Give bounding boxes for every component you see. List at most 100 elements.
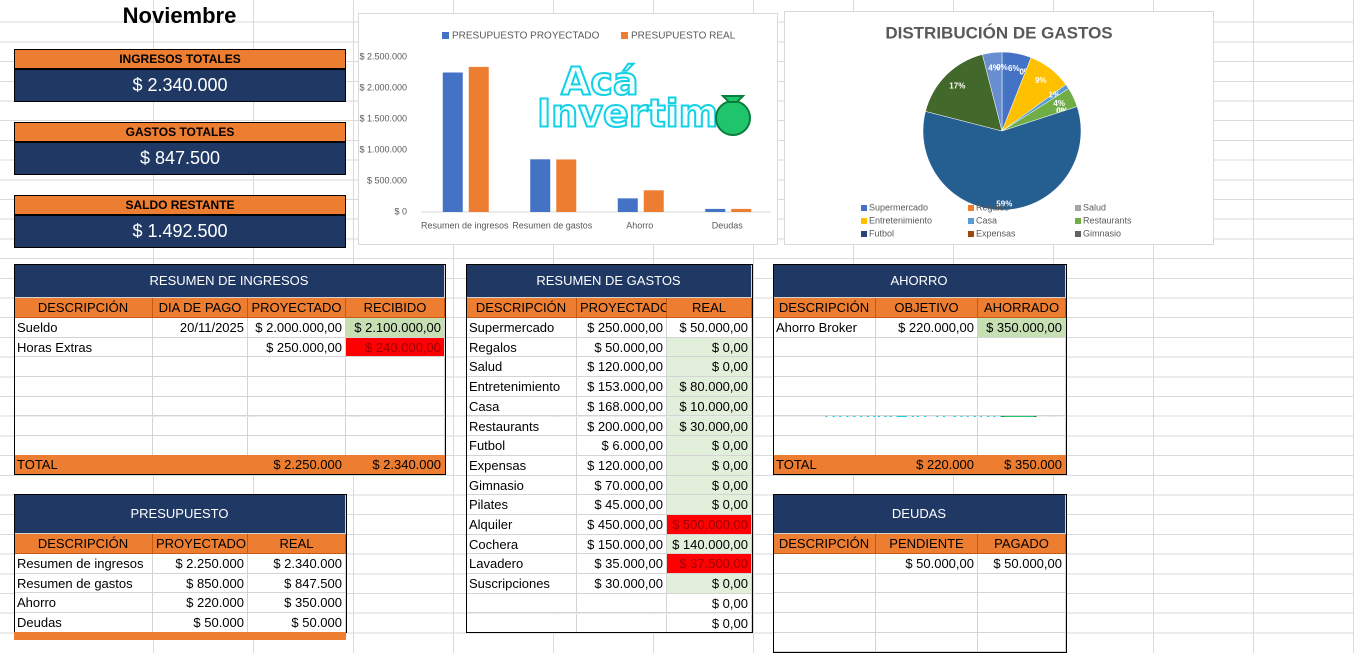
table-cell: Ahorro: [14, 593, 153, 614]
x-tick-label: Deudas: [712, 220, 744, 230]
table-cell: $ 120.000,00: [577, 357, 667, 378]
table-title: PRESUPUESTO: [14, 494, 346, 534]
table-cell-empty: [466, 613, 577, 634]
table-total-empty: [153, 455, 248, 475]
table-total: $ 350.000: [978, 455, 1066, 475]
table-cell: $ 10.000,00: [667, 396, 752, 417]
legend-label: Casa: [976, 215, 997, 225]
table-cell-empty: [773, 357, 876, 378]
table-cell-empty: [346, 416, 445, 437]
bar: [556, 159, 577, 212]
bar: [468, 66, 489, 212]
table-cell: Lavadero: [466, 554, 577, 575]
legend-swatch: [1075, 231, 1081, 237]
table-cell: Pilates: [466, 495, 577, 515]
legend-swatch: [968, 231, 974, 237]
table-cell-empty: [978, 436, 1066, 456]
table-header: DESCRIPCIÓN: [14, 298, 153, 318]
table-cell-empty: [577, 613, 667, 634]
table-cell-empty: [978, 377, 1066, 397]
y-tick-label: $ 1.500.000: [359, 113, 407, 123]
table-cell-empty: [773, 613, 876, 633]
table-cell: Restaurants: [466, 416, 577, 437]
table-cell-empty: [773, 396, 876, 417]
table-cell-empty: [346, 377, 445, 397]
table-cell-empty: [773, 436, 876, 456]
table-header: DESCRIPCIÓN: [773, 534, 876, 554]
table-cell: $ 220.000,00: [876, 318, 978, 338]
table-cell: $ 50.000,00: [876, 554, 978, 574]
table-cell: $ 0,00: [667, 357, 752, 378]
table-cell-empty: [978, 593, 1066, 614]
table-cell-empty: [876, 337, 978, 358]
pie-slice: [922, 106, 1082, 211]
month-title: Noviembre: [122, 3, 237, 28]
data-label: 0%: [1056, 107, 1068, 116]
data-label: 17%: [949, 81, 965, 90]
bar: [731, 208, 752, 212]
data-label: 4%: [988, 63, 1000, 72]
table-cell: 20/11/2025: [153, 318, 248, 338]
table-cell: Horas Extras: [14, 337, 153, 358]
table-cell: $ 847.500: [248, 573, 346, 594]
table-header: AHORRADO: [978, 298, 1066, 318]
data-label: 6%: [1008, 64, 1020, 73]
table-cell-empty: [248, 416, 346, 437]
table-cell: $ 0,00: [667, 613, 752, 634]
x-tick-label: Resumen de ingresos: [421, 220, 509, 230]
legend-swatch: [968, 218, 974, 224]
legend-label: Regalos: [976, 202, 1010, 212]
table-cell: $ 200.000,00: [577, 416, 667, 437]
table-cell: Suscripciones: [466, 574, 577, 594]
table-cell: $ 450.000,00: [577, 515, 667, 535]
table-total: TOTAL: [14, 455, 153, 475]
table-cell: $ 30.000,00: [577, 574, 667, 594]
table-cell-empty: [153, 357, 248, 378]
table-cell: $ 37.500,00: [667, 554, 752, 575]
table-cell: $ 2.000.000,00: [248, 318, 346, 338]
pie-slice: [925, 54, 1003, 132]
table-cell-empty: [346, 396, 445, 417]
table-cell: $ 350.000: [248, 593, 346, 614]
y-tick-label: $ 0: [394, 206, 407, 216]
table-cell: $ 50.000,00: [577, 337, 667, 358]
x-tick-label: Resumen de gastos: [512, 220, 593, 230]
table-cell: $ 50.000: [248, 613, 346, 633]
table-header: RECIBIDO: [346, 298, 445, 318]
summary-label: INGRESOS TOTALES: [14, 49, 346, 69]
bar: [617, 198, 638, 212]
logo-bag-top: [720, 95, 746, 103]
data-label: 59%: [996, 200, 1012, 209]
table-total: $ 220.000: [876, 455, 978, 475]
table-cell: $ 0,00: [667, 495, 752, 515]
table-header: REAL: [667, 298, 752, 318]
table-cell-empty: [978, 613, 1066, 633]
table-cell-empty: [876, 396, 978, 417]
table-header: DIA DE PAGO: [153, 298, 248, 318]
table-cell: Salud: [466, 357, 577, 378]
legend-swatch: [1075, 205, 1081, 211]
table-cell-empty: [153, 377, 248, 397]
table-title: RESUMEN DE INGRESOS: [14, 264, 445, 298]
legend-label: PRESUPUESTO REAL: [631, 31, 736, 42]
table-cell-empty: [153, 436, 248, 456]
chart-title: DISTRIBUCIÓN DE GASTOS: [885, 23, 1112, 42]
bar: [442, 72, 463, 212]
data-label: 9%: [1035, 76, 1047, 85]
table-cell-empty: [876, 593, 978, 614]
table-cell: $ 0,00: [667, 593, 752, 614]
bar-chart: $ 0 $ 500.000 $ 1.000.000 $ 1.500.000 $ 2.00…: [358, 13, 778, 245]
table-cell-empty: [14, 357, 153, 378]
table-cell: Sueldo: [14, 318, 153, 338]
table-cell: $ 2.100.000,00: [346, 318, 445, 338]
data-label: 0%: [996, 63, 1008, 72]
table-cell: $ 250.000,00: [577, 318, 667, 338]
table-header: PENDIENTE: [876, 534, 978, 554]
table-cell: $ 45.000,00: [577, 495, 667, 515]
table-cell-empty: [346, 436, 445, 456]
table-cell: $ 220.000: [153, 593, 248, 614]
table-cell-empty: [773, 554, 876, 574]
table-cell: $ 50.000,00: [667, 318, 752, 338]
table-header: PROYECTADO: [248, 298, 346, 318]
